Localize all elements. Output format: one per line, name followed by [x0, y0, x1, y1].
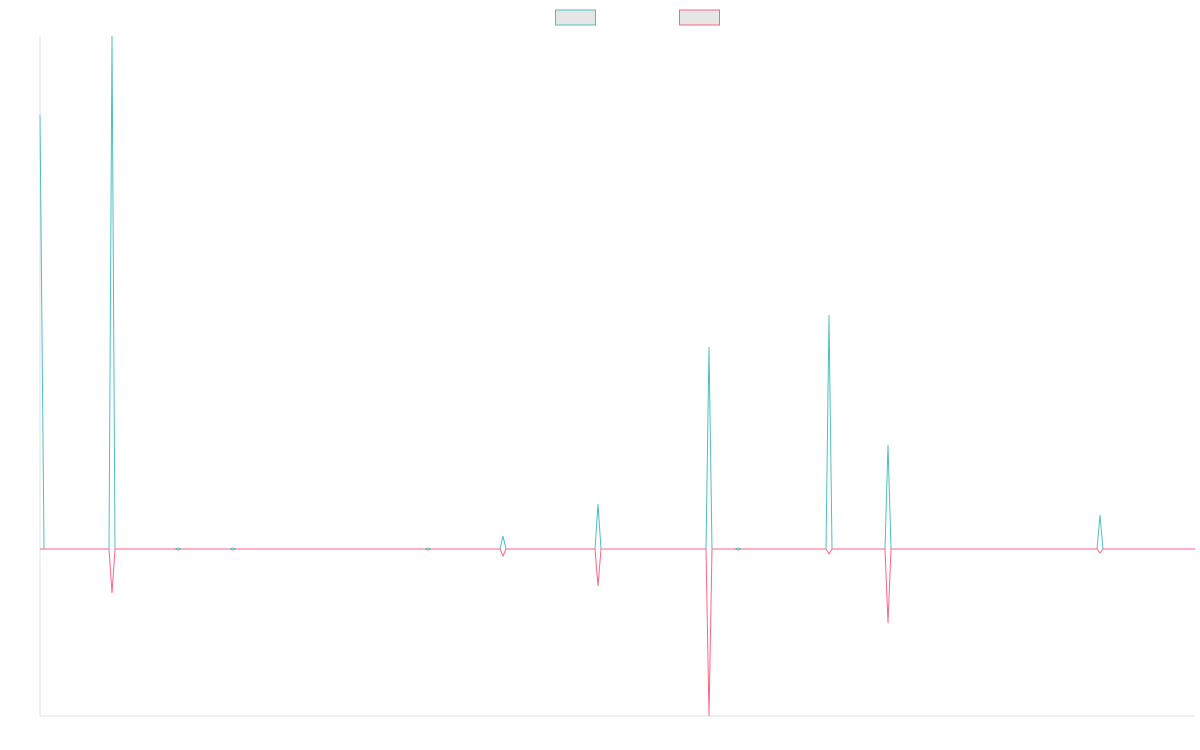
legend-swatch	[679, 9, 720, 26]
series-line	[39, 35, 1195, 550]
legend-swatch	[555, 9, 596, 26]
series-line	[40, 548, 1195, 717]
